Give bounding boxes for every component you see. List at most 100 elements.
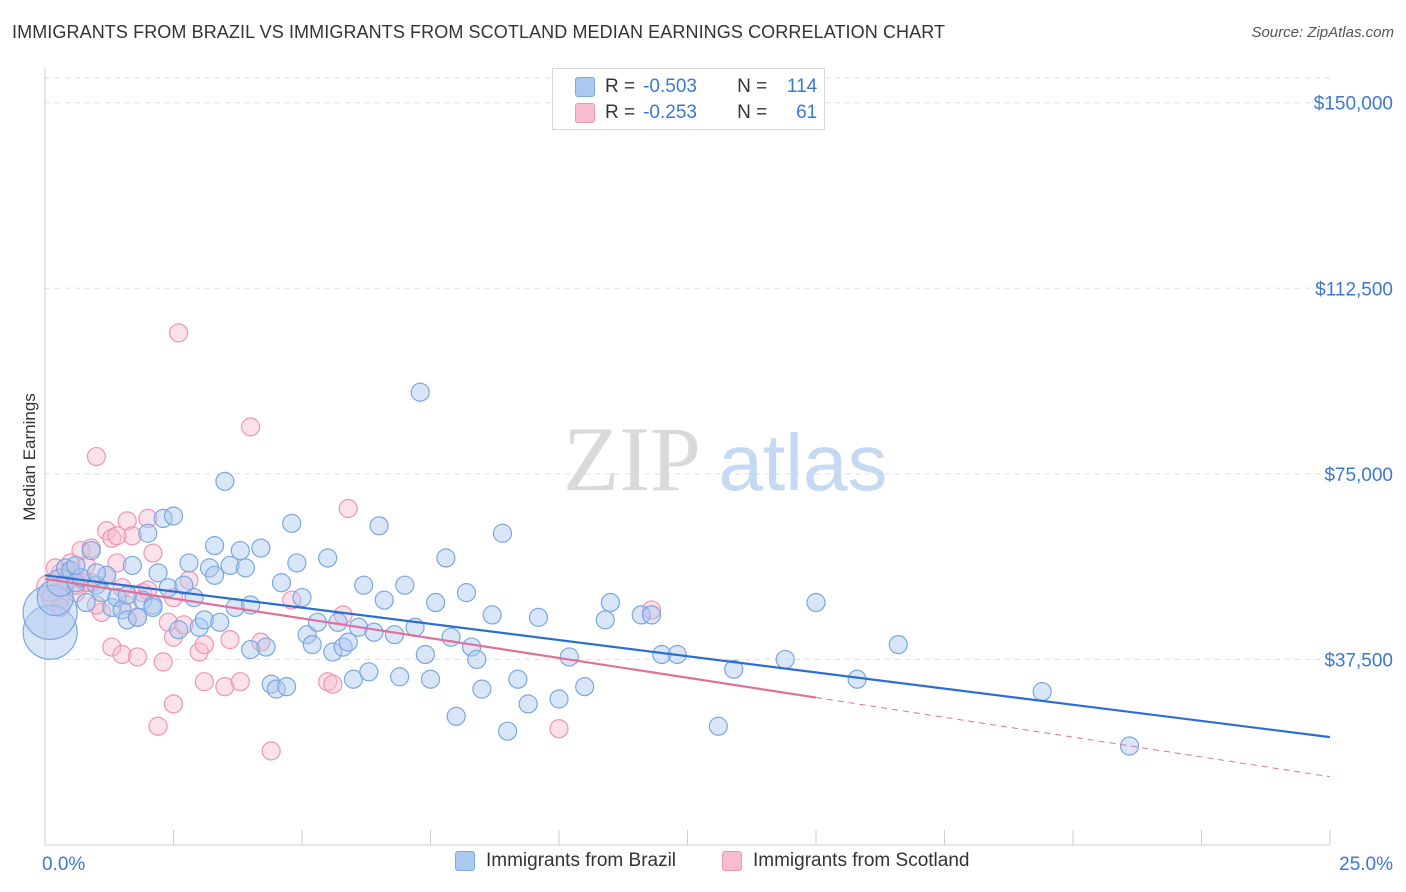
x-tick-label: 0.0% [42, 854, 85, 875]
scotland-point [261, 741, 281, 761]
scotland-n-value: 61 [796, 102, 818, 123]
brazil-point [287, 553, 307, 573]
brazil-point [482, 605, 502, 625]
correlation-row-brazil: R = -0.503 N = 114 [575, 75, 817, 99]
brazil-point [117, 585, 137, 605]
n-label: N = [737, 76, 768, 97]
brazil-point [318, 548, 338, 568]
x-tick-labels: 0.0% 25.0% [42, 854, 1393, 875]
x-tick-label: 25.0% [1339, 854, 1393, 875]
brazil-point [390, 667, 410, 687]
legend-label-scotland: Immigrants from Scotland [753, 850, 970, 871]
scotland-point [102, 528, 122, 548]
brazil-point [86, 563, 107, 583]
brazil-point [256, 637, 276, 657]
brazil-point [81, 540, 101, 561]
brazil-point [395, 575, 415, 595]
series-brazil-points [22, 382, 1140, 756]
scotland-point [76, 555, 96, 576]
brazil-point [174, 575, 194, 595]
brazil-point [122, 555, 142, 576]
brazil-point [436, 548, 456, 568]
brazil-point [641, 605, 662, 625]
legend-item-brazil[interactable]: Immigrants from Brazil [455, 850, 676, 872]
scotland-point [318, 672, 338, 692]
scotland-point [194, 634, 214, 655]
brazil-point [462, 637, 482, 657]
brazil-point [410, 382, 430, 402]
scotland-point [107, 526, 127, 546]
brazil-n-value: 114 [786, 76, 818, 97]
brazil-point [775, 649, 795, 670]
brazil-point [631, 605, 651, 625]
brazil-point [559, 647, 579, 667]
brazil-point [205, 565, 225, 585]
brazil-point [575, 677, 595, 697]
brazil-point [426, 592, 446, 613]
correlation-legend: R = -0.503 N = 114 R = -0.253 N = 61 [552, 68, 825, 130]
scotland-point [86, 446, 107, 467]
legend-item-scotland[interactable]: Immigrants from Scotland [722, 850, 969, 872]
correlation-row-scotland: R = -0.253 N = 61 [575, 101, 817, 125]
scotland-point [143, 543, 163, 563]
brazil-point [112, 600, 132, 620]
brazil-point [467, 649, 487, 670]
brazil-point [420, 669, 441, 689]
brazil-point [549, 689, 569, 709]
brazil-point [179, 553, 199, 573]
y-tick-label: $112,500 [1315, 279, 1393, 300]
scotland-point [122, 526, 142, 546]
brazil-swatch [575, 77, 595, 97]
brazil-point [354, 575, 374, 595]
brazil-point [374, 590, 394, 610]
brazil-point [169, 620, 189, 640]
brazil-point [498, 721, 518, 741]
scotland-point [117, 511, 137, 531]
scotland-swatch [575, 103, 595, 123]
brazil-point [271, 573, 292, 593]
brazil-point [241, 639, 261, 660]
brazil-point [492, 523, 513, 543]
brazil-point [66, 555, 86, 576]
brazil-point [1032, 681, 1052, 702]
scotland-point [148, 716, 168, 736]
scotland-point [158, 612, 178, 632]
y-tick-label: $75,000 [1324, 465, 1393, 486]
brazil-point [1119, 736, 1140, 756]
brazil-trend-line [44, 574, 1331, 739]
scotland-trend-extension [815, 697, 1331, 778]
brazil-r-value: -0.503 [643, 76, 697, 97]
y-tick-label: $150,000 [1314, 94, 1393, 115]
brazil-point [235, 558, 256, 578]
r-label: R = [605, 102, 636, 123]
brazil-point [230, 540, 250, 561]
brazil-legend-swatch [455, 851, 475, 871]
series-legend: Immigrants from Brazil Immigrants from S… [0, 850, 1406, 880]
brazil-point [210, 612, 230, 632]
y-axis-label: Median Earnings [20, 393, 39, 521]
brazil-point [184, 587, 204, 608]
brazil-point [708, 716, 728, 736]
brazil-point [22, 604, 78, 660]
brazil-point [251, 538, 271, 558]
scotland-point [220, 630, 240, 650]
scotland-point [194, 672, 214, 692]
scotland-point [102, 637, 122, 657]
scotland-r-value: -0.253 [643, 102, 697, 123]
brazil-point [338, 632, 358, 652]
brazil-point [138, 523, 158, 543]
watermark-atlas: atlas [719, 418, 888, 507]
n-label: N = [737, 102, 768, 123]
scotland-point [230, 672, 250, 692]
scotland-point [163, 694, 184, 714]
brazil-point [148, 563, 168, 583]
brazil-point [595, 610, 615, 630]
scotland-point [107, 553, 127, 573]
chart-title: IMMIGRANTS FROM BRAZIL VS IMMIGRANTS FRO… [12, 22, 946, 42]
brazil-point [302, 634, 322, 655]
brazil-point [220, 555, 240, 576]
scotland-point [153, 652, 173, 672]
brazil-point [600, 592, 621, 613]
scotland-point [215, 677, 235, 697]
